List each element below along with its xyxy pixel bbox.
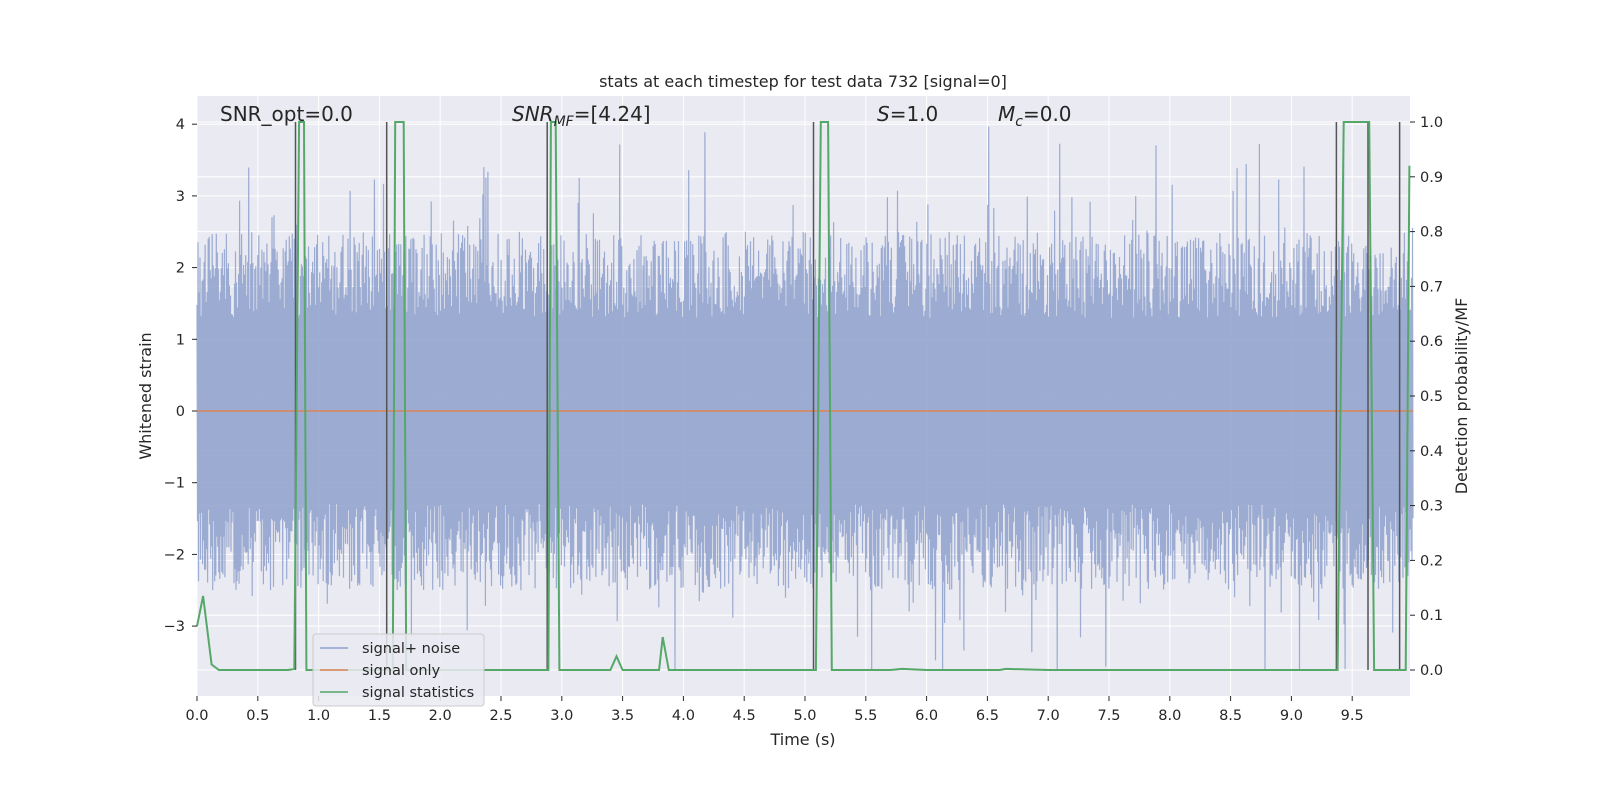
y-left-tick-label: 2 xyxy=(176,261,185,277)
y-left-tick-label: −2 xyxy=(164,547,185,563)
y-left-tick-label: 1 xyxy=(176,332,185,348)
y-axis-right-label: Detection probability/MF xyxy=(1452,298,1471,495)
x-tick-label: 1.0 xyxy=(307,708,330,724)
y-right-tick-label: 0.2 xyxy=(1420,553,1443,569)
y-right-tick-label: 0.1 xyxy=(1420,608,1443,624)
y-right-tick-label: 0.7 xyxy=(1420,279,1443,295)
y-left-tick-label: 3 xyxy=(176,189,185,205)
x-axis-label: Time (s) xyxy=(769,730,835,749)
legend-label-signal-noise: signal+ noise xyxy=(362,641,460,657)
y-right-tick-label: 0.4 xyxy=(1420,444,1443,460)
annotation-snr-opt: SNR_opt=0.0 xyxy=(220,102,353,126)
legend-label-signal-only: signal only xyxy=(362,663,441,679)
x-tick-label: 0.0 xyxy=(185,708,208,724)
y-right-tick-label: 0.0 xyxy=(1420,663,1443,679)
x-tick-label: 8.5 xyxy=(1219,708,1242,724)
annotation-s: S=1.0 xyxy=(877,102,938,126)
x-tick-label: 1.5 xyxy=(368,708,391,724)
y-right-tick-label: 0.3 xyxy=(1420,499,1443,515)
x-tick-label: 5.5 xyxy=(854,708,877,724)
y-right-tick-label: 0.9 xyxy=(1420,170,1443,186)
x-tick-label: 7.0 xyxy=(1037,708,1060,724)
signal-noise-line xyxy=(196,126,1414,670)
x-tick-label: 5.0 xyxy=(793,708,816,724)
y-left-tick-label: −3 xyxy=(164,619,185,635)
signal-noise-series xyxy=(196,126,1414,670)
x-tick-label: 2.0 xyxy=(429,708,452,724)
legend: signal+ noise signal only signal statist… xyxy=(312,633,485,707)
y-left-tick-label: 4 xyxy=(176,117,185,133)
x-axis-ticks: 0.0 0.5 1.0 1.5 2.0 2.5 3.0 3.5 4.0 4.5 5.0 5.5 6.0 6… xyxy=(185,696,1364,724)
legend-label-signal-statistics: signal statistics xyxy=(362,685,474,701)
y-right-tick-label: 0.8 xyxy=(1420,225,1443,241)
x-tick-label: 9.5 xyxy=(1341,708,1364,724)
y-left-tick-label: 0 xyxy=(176,404,185,420)
annotation-mc: Mc=0.0 xyxy=(998,102,1072,130)
x-tick-label: 2.5 xyxy=(489,708,512,724)
x-tick-label: 4.5 xyxy=(733,708,756,724)
x-tick-label: 8.0 xyxy=(1158,708,1181,724)
y-right-tick-label: 0.5 xyxy=(1420,389,1443,405)
x-tick-label: 7.5 xyxy=(1097,708,1120,724)
x-tick-label: 0.5 xyxy=(246,708,269,724)
x-tick-label: 9.0 xyxy=(1280,708,1303,724)
x-tick-label: 3.0 xyxy=(550,708,573,724)
x-tick-label: 4.0 xyxy=(672,708,695,724)
x-tick-label: 3.5 xyxy=(611,708,634,724)
chart-title: stats at each timestep for test data 732… xyxy=(599,72,1007,91)
y-axis-left-ticks: 4 3 2 1 0 −1 −2 −3 xyxy=(164,117,197,635)
y-axis-left-label: Whitened strain xyxy=(136,332,155,459)
y-right-tick-label: 0.6 xyxy=(1420,334,1443,350)
signal-statistics-line xyxy=(196,121,1411,671)
y-right-tick-label: 1.0 xyxy=(1420,115,1443,131)
y-axis-right-ticks: 1.0 0.9 0.8 0.7 0.6 0.5 0.4 0.3 0.2 0.1 0.0 xyxy=(1410,115,1443,679)
y-left-tick-label: −1 xyxy=(164,476,185,492)
signal-statistics-series xyxy=(196,121,1411,671)
x-tick-label: 6.0 xyxy=(915,708,938,724)
legend-box xyxy=(312,633,485,707)
annotation-snr-mf: SNRMF=[4.24] xyxy=(512,102,651,130)
x-tick-label: 6.5 xyxy=(976,708,999,724)
